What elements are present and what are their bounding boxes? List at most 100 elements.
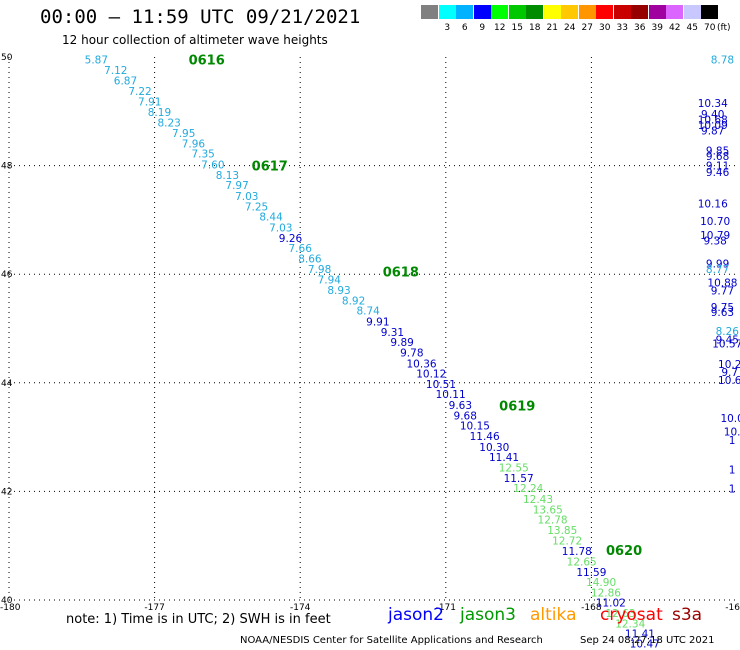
x-tick-label: -171 <box>436 603 456 613</box>
wave-height-point: 8.44 <box>259 212 283 224</box>
wave-height-point: 7.95 <box>172 128 195 140</box>
y-tick-label: 48 <box>1 162 13 172</box>
wave-height-point: 9.38 <box>703 236 726 248</box>
wave-height-point: 10.2 <box>718 359 740 371</box>
scale-swatch <box>648 5 666 19</box>
wave-height-point: 9.85 <box>706 145 729 157</box>
wave-height-point: 10.68 <box>698 114 728 126</box>
scale-label: 18 <box>529 23 541 33</box>
wave-height-point: 9.63 <box>449 400 472 412</box>
scale-label: 27 <box>581 23 593 33</box>
wave-height-point: 9.40 <box>701 109 724 121</box>
wave-height-point: 10. <box>724 427 740 439</box>
wave-height-point: 8.77 <box>706 264 729 276</box>
page-subtitle: 12 hour collection of altimeter wave hei… <box>62 33 328 47</box>
scale-swatch <box>596 5 613 19</box>
wave-height-point: 1 <box>729 484 736 496</box>
scale-swatch <box>421 5 438 19</box>
x-tick-label: -174 <box>290 603 311 613</box>
y-tick-label: 44 <box>1 379 13 389</box>
wave-height-point: 7.12 <box>104 65 127 77</box>
wave-height-point: 12.65 <box>567 556 597 568</box>
wave-height-point: 10.11 <box>436 389 466 401</box>
wave-height-point: 9.68 <box>454 410 477 422</box>
scale-label: 30 <box>599 23 611 33</box>
scale-swatch <box>666 5 683 19</box>
scale-label: 36 <box>634 23 646 33</box>
scale-label: 12 <box>494 23 506 33</box>
wave-height-point: 10.16 <box>698 199 728 211</box>
wave-height-point: 8.23 <box>157 118 180 130</box>
legend-item: jason3 <box>460 605 516 625</box>
wave-height-point: 10.47 <box>630 638 660 650</box>
wave-height-point: 10.88 <box>707 277 737 289</box>
wave-height-point: 12.72 <box>552 535 582 547</box>
wave-height-point: 7.25 <box>245 201 268 213</box>
time-label: 0617 <box>252 160 288 175</box>
wave-height-point: 8.13 <box>216 170 239 182</box>
wave-height-point: 12.63 <box>605 608 635 620</box>
scale-swatch <box>631 5 648 19</box>
time-label: 0618 <box>383 265 419 280</box>
wave-height-point: 10.79 <box>700 230 730 242</box>
wave-height-point: 13.85 <box>547 525 577 537</box>
wave-height-point: 9.91 <box>366 316 389 328</box>
wave-height-point: 7.91 <box>138 97 161 109</box>
scale-swatch <box>508 5 526 19</box>
wave-height-point: 12.43 <box>523 494 553 506</box>
timestamp: Sep 24 08:27:18 UTC 2021 <box>580 635 715 646</box>
y-tick-label: 46 <box>1 270 13 280</box>
footnote: note: 1) Time is in UTC; 2) SWH is in fe… <box>66 612 331 627</box>
wave-height-point: 9.26 <box>279 233 303 245</box>
wave-height-point: 12.34 <box>615 618 645 630</box>
wave-height-point: 9.31 <box>381 327 404 339</box>
scale-swatch <box>613 5 631 19</box>
wave-height-point: 11.46 <box>470 431 500 443</box>
wave-height-point: 10.36 <box>407 358 437 370</box>
wave-height-point: 11.59 <box>576 567 606 579</box>
wave-height-point: 9.45 <box>716 334 739 346</box>
wave-height-point: 12.55 <box>499 463 529 475</box>
wave-height-point: 10.09 <box>698 120 728 132</box>
scale-label: 21 <box>546 23 558 33</box>
wave-height-point: 9.68 <box>706 151 729 163</box>
scale-swatch <box>578 5 596 19</box>
x-tick-label: -177 <box>144 603 164 613</box>
wave-height-point: 10.30 <box>479 442 509 454</box>
wave-height-point: 9.63 <box>711 307 734 319</box>
scale-label: 6 <box>461 23 468 33</box>
scale-swatch <box>561 5 578 19</box>
legend-item: cryosat <box>600 605 663 625</box>
time-label: 0616 <box>189 54 225 69</box>
y-tick-label: 50 <box>1 53 13 63</box>
wave-height-point: 7.60 <box>201 160 224 172</box>
wave-height-point: 1 <box>729 465 736 477</box>
wave-height-point: 14.90 <box>586 577 616 589</box>
wave-height-point: 8.74 <box>356 306 380 318</box>
scale-label: 3 <box>444 23 451 33</box>
wave-height-point: 10.12 <box>416 369 446 381</box>
time-label: 0620 <box>606 544 642 559</box>
x-tick-label: -168 <box>581 603 602 613</box>
legend-item: s3a <box>672 605 703 625</box>
wave-height-point: 11.57 <box>504 473 534 485</box>
scale-swatch <box>456 5 473 19</box>
wave-height-point: 10.0 <box>720 413 740 425</box>
scale-label: 45 <box>686 23 698 33</box>
wave-height-point: 8.78 <box>711 55 734 67</box>
scale-swatch <box>491 5 508 19</box>
axes: -180 -177 -174 -171 -168 -16 40 42 44 46 48 50 <box>0 53 740 613</box>
wave-height-point: 13.65 <box>533 504 563 516</box>
scale-label: 42 <box>669 23 681 33</box>
wave-height-point: 10.34 <box>698 98 728 110</box>
wave-height-point: 9.89 <box>390 337 413 349</box>
scale-label: 70 <box>704 23 716 33</box>
wave-height-point: 9.75 <box>711 302 734 314</box>
wave-height-point: 9.99 <box>706 258 729 270</box>
scale-label: 15 <box>511 23 523 33</box>
wave-height-point: 5.87 <box>85 55 108 67</box>
wave-height-point: 10.70 <box>700 216 730 228</box>
page-title: 00:00 — 11:59 UTC 09/21/2021 <box>40 6 361 28</box>
time-label: 0619 <box>499 400 535 415</box>
y-tick-label: 40 <box>1 596 13 606</box>
